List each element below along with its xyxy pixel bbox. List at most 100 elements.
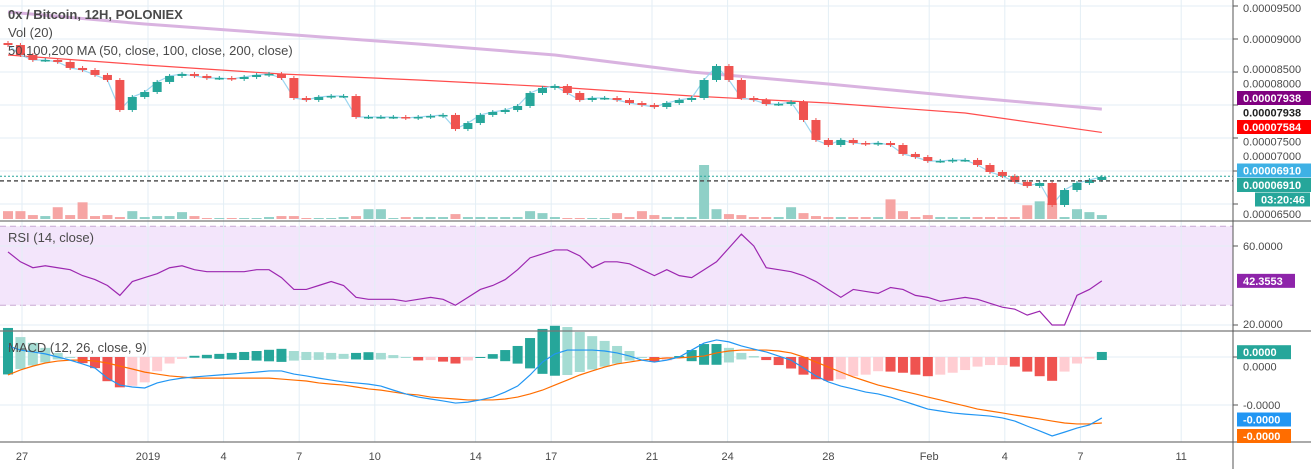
candle[interactable]	[438, 114, 448, 117]
candle[interactable]	[836, 139, 846, 145]
candle[interactable]	[140, 91, 150, 98]
candle[interactable]	[388, 117, 398, 119]
candle[interactable]	[53, 59, 63, 62]
candle[interactable]	[848, 139, 858, 144]
candle[interactable]	[1022, 181, 1032, 186]
candle[interactable]	[699, 79, 709, 99]
candle[interactable]	[923, 157, 933, 161]
candle[interactable]	[239, 77, 249, 79]
candle[interactable]	[15, 45, 25, 55]
volume-bar	[189, 216, 200, 219]
candle[interactable]	[3, 43, 13, 46]
volume-legend[interactable]: Vol (20)	[8, 25, 53, 40]
candle[interactable]	[749, 98, 759, 100]
candle[interactable]	[102, 74, 112, 80]
candle[interactable]	[28, 54, 38, 60]
candle[interactable]	[189, 73, 199, 76]
candle[interactable]	[1010, 176, 1020, 182]
candle[interactable]	[65, 61, 75, 68]
candle[interactable]	[550, 85, 560, 88]
macd-histogram-bar	[860, 357, 871, 375]
candle[interactable]	[1047, 183, 1057, 205]
candle[interactable]	[637, 103, 647, 105]
macd-histogram-bar	[15, 337, 26, 369]
candle[interactable]	[960, 159, 970, 162]
candle[interactable]	[712, 65, 722, 80]
candle[interactable]	[177, 73, 187, 76]
candle[interactable]	[562, 85, 572, 93]
candle[interactable]	[1084, 179, 1094, 184]
macd-histogram-bar	[574, 332, 585, 372]
candle[interactable]	[873, 143, 883, 145]
candle[interactable]	[40, 59, 50, 62]
candle[interactable]	[264, 73, 274, 76]
macd-legend[interactable]: MACD (12, 26, close, 9)	[8, 340, 147, 355]
candle[interactable]	[587, 98, 597, 100]
candle[interactable]	[1072, 183, 1082, 191]
candle[interactable]	[500, 110, 510, 112]
candle[interactable]	[214, 78, 224, 80]
candle[interactable]	[1060, 190, 1070, 205]
candle[interactable]	[674, 99, 684, 104]
candle[interactable]	[202, 75, 212, 79]
candle[interactable]	[1035, 183, 1045, 186]
candle[interactable]	[339, 96, 349, 98]
candle[interactable]	[127, 97, 137, 111]
candle[interactable]	[823, 139, 833, 145]
candle[interactable]	[227, 78, 237, 80]
candle[interactable]	[985, 164, 995, 172]
candle[interactable]	[811, 119, 821, 140]
candle[interactable]	[625, 99, 634, 104]
ma-legend[interactable]: 50,100,200 MA (50, close, 100, close, 20…	[8, 43, 293, 58]
candle[interactable]	[413, 117, 423, 119]
candle[interactable]	[376, 117, 386, 119]
candle[interactable]	[475, 114, 485, 124]
candle[interactable]	[363, 117, 373, 119]
macd-histogram-bar	[587, 336, 598, 370]
candle[interactable]	[314, 97, 324, 100]
candle[interactable]	[301, 98, 311, 100]
candle[interactable]	[326, 96, 336, 98]
candle[interactable]	[935, 160, 945, 163]
candle[interactable]	[252, 74, 262, 78]
candle[interactable]	[463, 123, 473, 130]
candle[interactable]	[736, 79, 746, 99]
candle[interactable]	[600, 98, 610, 100]
candle[interactable]	[525, 92, 535, 106]
candle[interactable]	[165, 75, 175, 82]
candle[interactable]	[401, 117, 411, 119]
candle[interactable]	[799, 102, 809, 120]
rsi-legend[interactable]: RSI (14, close)	[8, 230, 94, 245]
candle[interactable]	[152, 81, 162, 92]
candle[interactable]	[997, 171, 1007, 177]
candle[interactable]	[861, 143, 871, 145]
candle[interactable]	[649, 105, 659, 107]
candle[interactable]	[724, 65, 734, 80]
candle[interactable]	[450, 114, 460, 130]
candle[interactable]	[276, 73, 286, 79]
candle[interactable]	[948, 159, 958, 162]
candle[interactable]	[537, 87, 547, 93]
candle[interactable]	[612, 98, 622, 100]
candle[interactable]	[513, 105, 523, 111]
candle[interactable]	[115, 79, 125, 111]
candle[interactable]	[90, 70, 100, 75]
candle[interactable]	[910, 153, 920, 158]
candle[interactable]	[78, 67, 88, 71]
candle[interactable]	[575, 92, 585, 100]
candle[interactable]	[1097, 176, 1107, 180]
symbol-legend[interactable]: 0x / Bitcoin, 12H, POLONIEX	[8, 7, 183, 22]
candle[interactable]	[426, 116, 436, 118]
candle[interactable]	[687, 98, 697, 100]
candle[interactable]	[488, 111, 498, 115]
candle[interactable]	[886, 143, 896, 145]
candle[interactable]	[761, 99, 771, 105]
candle[interactable]	[898, 144, 908, 154]
candle[interactable]	[289, 78, 299, 99]
candle[interactable]	[786, 102, 796, 105]
candle[interactable]	[351, 96, 361, 118]
candle[interactable]	[973, 159, 983, 165]
candle[interactable]	[774, 104, 784, 106]
candle[interactable]	[662, 103, 672, 107]
